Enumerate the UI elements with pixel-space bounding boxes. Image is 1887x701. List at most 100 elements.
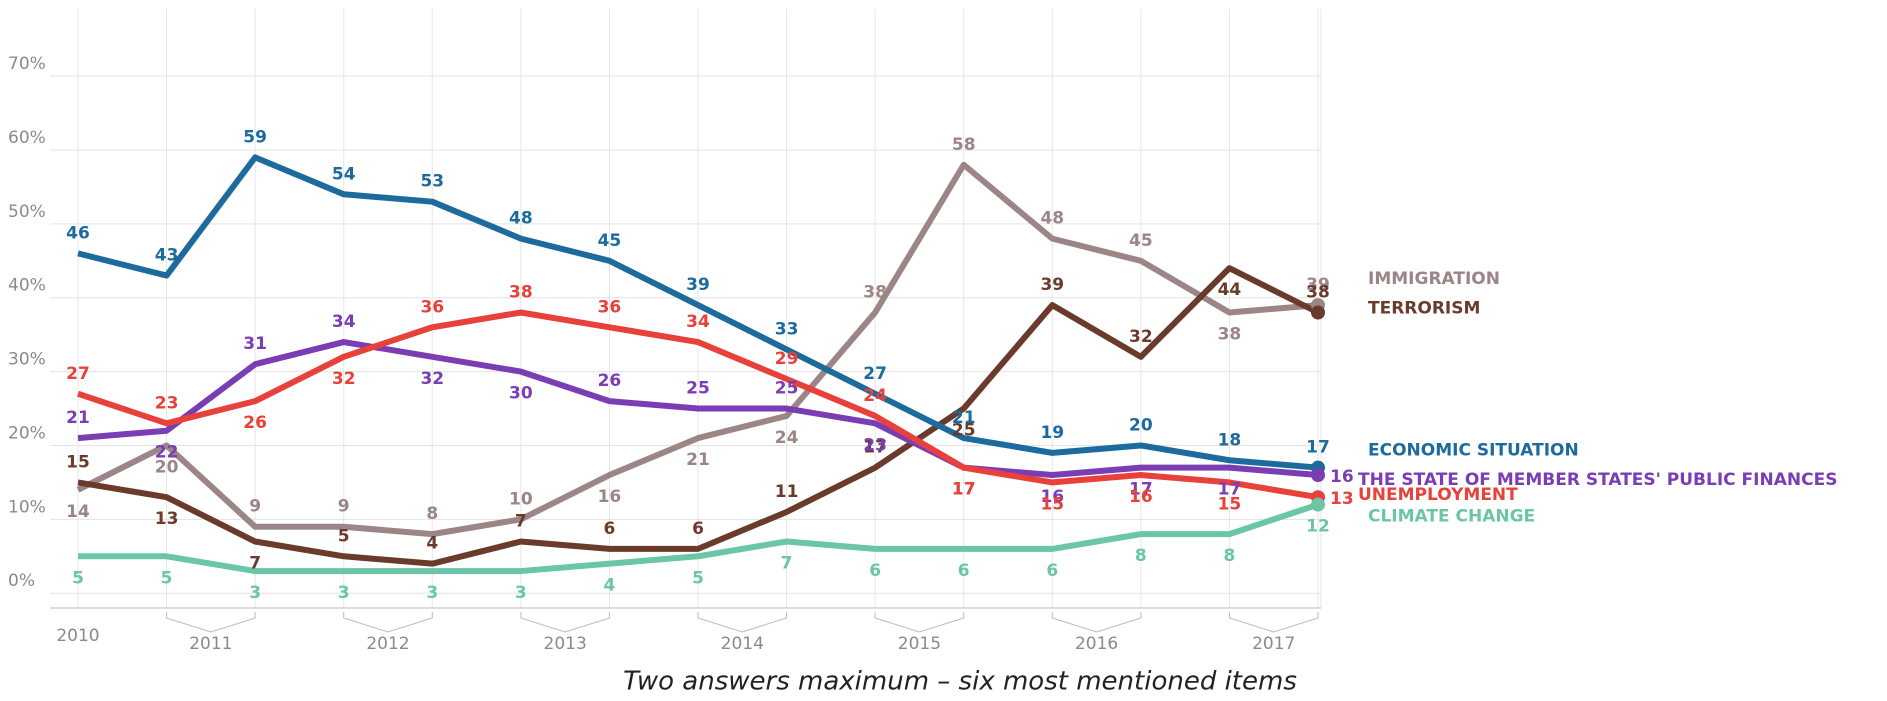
series-line — [78, 501, 1319, 575]
value-label: 7 — [781, 554, 793, 574]
year-bracket — [874, 612, 965, 633]
value-label: 21 — [686, 450, 710, 470]
value-label: 46 — [66, 223, 90, 243]
value-label: 7 — [249, 554, 261, 574]
value-label: 6 — [869, 561, 881, 581]
value-label: 19 — [1040, 423, 1064, 443]
value-label: 33 — [775, 319, 799, 339]
value-label: 3 — [426, 583, 438, 603]
series-line — [77, 339, 1319, 479]
series-name: CLIMATE CHANGE — [1368, 507, 1535, 527]
value-label: 13 — [155, 509, 179, 529]
value-label: 18 — [1218, 430, 1242, 450]
x-tick-label: 2011 — [189, 634, 232, 654]
value-label: 59 — [243, 127, 267, 147]
value-label: 11 — [775, 482, 799, 502]
value-label: 3 — [249, 583, 261, 603]
value-label: 5 — [161, 568, 173, 588]
value-label: 12 — [1306, 517, 1330, 537]
year-bracket — [343, 612, 433, 633]
series-name: TERRORISM — [1368, 299, 1480, 319]
value-label: 20 — [1129, 415, 1153, 435]
year-bracket — [1228, 612, 1319, 633]
value-label: 58 — [952, 135, 976, 155]
value-label: 22 — [155, 443, 179, 463]
value-label: 6 — [604, 519, 616, 539]
value-label: 5 — [338, 526, 350, 546]
value-label: 15 — [66, 452, 90, 472]
value-label: 24 — [863, 386, 887, 406]
value-label: 39 — [686, 275, 710, 295]
value-label: 9 — [338, 497, 350, 517]
value-label: 16 — [1040, 487, 1064, 507]
x-tick-label: 2016 — [1075, 634, 1118, 654]
end-dot — [1311, 497, 1325, 512]
caption: Two answers maximum – six most mentioned… — [623, 667, 1297, 697]
value-label: 54 — [332, 164, 356, 184]
value-label: 34 — [332, 312, 356, 332]
value-label: 15 — [1218, 494, 1242, 514]
value-label: 5 — [72, 568, 84, 588]
value-label: 38 — [863, 283, 887, 303]
value-label: 17 — [952, 480, 976, 500]
value-label: 16 — [598, 487, 622, 507]
value-label: 26 — [243, 413, 267, 433]
value-label: 32 — [332, 369, 356, 389]
value-label: 31 — [243, 334, 267, 354]
value-label: 21 — [66, 408, 90, 428]
y-tick-label: 60% — [8, 128, 46, 148]
value-label: 48 — [1040, 209, 1064, 229]
value-label: 14 — [66, 502, 90, 522]
value-label: 16 — [1129, 487, 1153, 507]
series-name: IMMIGRATION — [1368, 269, 1500, 289]
value-label: 34 — [686, 312, 710, 332]
value-label: 6 — [958, 561, 970, 581]
value-label: 9 — [249, 497, 261, 517]
value-label: 17 — [863, 438, 887, 458]
y-tick-label: 20% — [8, 423, 46, 443]
value-label: 17 — [952, 480, 976, 500]
series-line — [76, 161, 1319, 538]
value-label: 23 — [863, 435, 887, 455]
value-label: 24 — [775, 428, 799, 448]
value-label: 3 — [338, 583, 350, 603]
value-label: 26 — [598, 371, 622, 391]
value-label: 25 — [775, 379, 799, 399]
value-label: 38 — [1306, 283, 1330, 303]
value-label: 36 — [598, 297, 622, 317]
value-label: 25 — [952, 421, 976, 441]
value-label: 8 — [1224, 546, 1236, 566]
value-label: 48 — [509, 209, 533, 229]
x-tick-label: 2010 — [56, 626, 99, 646]
value-label: 36 — [420, 297, 444, 317]
y-tick-label: 70% — [8, 54, 46, 74]
value-label: 16 — [1330, 467, 1354, 487]
year-bracket — [166, 612, 256, 633]
value-label: 17 — [1129, 480, 1153, 500]
value-label: 39 — [1040, 275, 1064, 295]
y-tick-label: 0% — [8, 571, 35, 591]
year-bracket — [520, 612, 610, 633]
series-name: UNEMPLOYMENT — [1358, 485, 1518, 505]
value-label: 8 — [426, 504, 438, 524]
x-tick-label: 2017 — [1252, 634, 1295, 654]
value-label: 45 — [598, 231, 622, 251]
value-label: 8 — [1135, 546, 1147, 566]
value-label: 4 — [426, 534, 438, 554]
y-tick-label: 50% — [8, 202, 46, 222]
value-label: 6 — [1046, 561, 1058, 581]
value-label: 27 — [66, 364, 90, 384]
value-label: 32 — [420, 369, 444, 389]
value-label: 44 — [1218, 280, 1242, 300]
end-dot — [1311, 305, 1325, 320]
value-label: 29 — [775, 349, 799, 369]
value-label: 4 — [604, 576, 616, 596]
value-label: 17 — [1218, 480, 1242, 500]
value-label: 13 — [1330, 489, 1354, 509]
value-label: 3 — [515, 583, 527, 603]
year-bracket — [697, 612, 788, 633]
value-label: 39 — [1306, 275, 1330, 295]
x-tick-label: 2015 — [898, 634, 941, 654]
y-tick-label: 40% — [8, 276, 46, 296]
